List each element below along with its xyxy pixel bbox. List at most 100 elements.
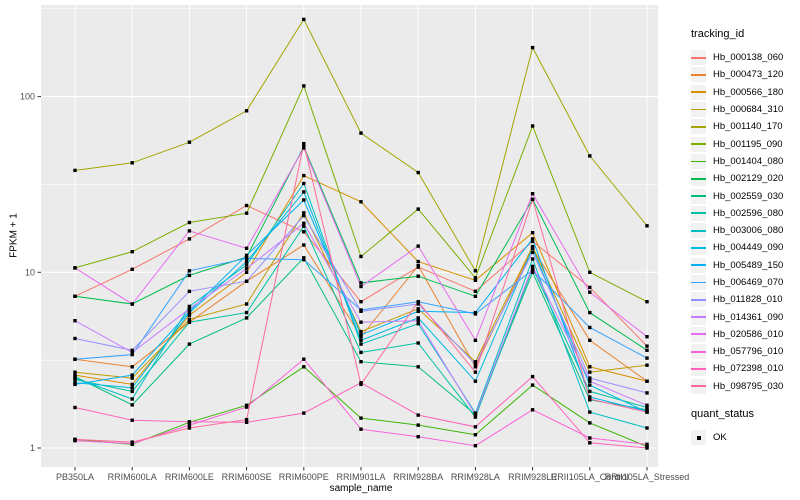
data-point	[588, 383, 592, 387]
data-point	[302, 17, 306, 22]
data-point	[130, 440, 134, 444]
legend-key-swatch	[691, 257, 706, 273]
data-point	[359, 427, 363, 431]
data-point	[359, 300, 363, 304]
data-point	[73, 319, 77, 323]
legend-entry: Hb_004449_090	[691, 239, 799, 256]
data-point	[416, 435, 420, 439]
data-point	[473, 444, 478, 448]
data-point	[530, 268, 535, 272]
data-point	[244, 417, 249, 422]
data-point	[530, 257, 535, 261]
data-point	[73, 266, 77, 270]
data-point	[73, 370, 77, 374]
data-point	[302, 256, 306, 260]
data-point	[244, 253, 249, 257]
legend-entry-label: Hb_002559_030	[713, 190, 784, 202]
data-point	[416, 307, 420, 311]
data-point	[302, 181, 306, 186]
legend-entry-label: Hb_000684_310	[713, 104, 784, 116]
legend-entry-label: Hb_004449_090	[713, 242, 784, 254]
legend-key-swatch	[691, 119, 706, 135]
data-point	[130, 389, 134, 394]
y-axis-tick-label: 100	[20, 92, 35, 102]
data-point	[359, 360, 363, 364]
data-point	[187, 237, 192, 241]
data-point	[645, 442, 649, 446]
data-point	[359, 200, 363, 204]
data-point	[302, 224, 306, 228]
data-point	[244, 310, 249, 315]
x-axis-title: sample_name	[329, 483, 393, 494]
legend-color-line	[691, 385, 706, 388]
legend-entry: Hb_006469_070	[691, 274, 799, 291]
data-point	[73, 357, 77, 361]
legend-entry-label: Hb_011828_010	[713, 294, 783, 306]
data-point	[645, 300, 649, 304]
data-point	[473, 370, 478, 374]
data-point	[588, 310, 592, 315]
data-point	[130, 365, 134, 369]
data-point	[244, 211, 249, 215]
data-point	[416, 319, 420, 323]
legend-entry-label: Hb_020586_010	[713, 328, 784, 340]
legend-entry: Hb_098795_030	[691, 378, 799, 395]
data-point	[244, 403, 249, 407]
data-point	[130, 373, 134, 377]
data-point	[244, 259, 249, 264]
data-point	[244, 405, 249, 409]
data-point	[302, 243, 306, 247]
data-point	[588, 436, 592, 440]
data-point	[187, 220, 192, 225]
data-point	[73, 437, 77, 442]
data-point	[359, 329, 363, 334]
data-point	[530, 383, 535, 387]
data-point	[187, 423, 192, 427]
data-point	[473, 415, 478, 419]
legend-entry-label: Hb_001404_080	[713, 155, 784, 167]
legend-entry-label: Hb_098795_030	[713, 380, 784, 392]
legend-entry-label: Hb_005489_150	[713, 259, 784, 271]
data-point	[416, 365, 420, 369]
data-point	[244, 270, 249, 274]
data-point	[73, 168, 77, 173]
data-point	[645, 363, 649, 367]
data-point	[73, 294, 77, 298]
legend-entry: Hb_000473_120	[691, 66, 799, 83]
data-point	[187, 229, 192, 233]
data-point	[416, 170, 420, 175]
data-point	[302, 357, 306, 361]
data-point	[473, 278, 478, 282]
data-point	[473, 312, 478, 316]
data-point	[73, 382, 77, 387]
legend-color-line	[691, 195, 706, 197]
data-point	[359, 335, 363, 339]
y-axis-tick-label: 10	[25, 267, 35, 277]
legend-color-line	[691, 143, 706, 146]
data-point	[302, 198, 306, 202]
data-point	[416, 207, 420, 211]
legend-title-quant-status: quant_status	[691, 407, 754, 420]
legend-color-line	[691, 333, 706, 336]
data-point	[359, 281, 363, 285]
data-point	[187, 342, 192, 346]
legend-entry: Hb_072398_010	[691, 360, 799, 377]
data-point	[530, 264, 535, 269]
data-point	[473, 412, 478, 417]
data-point	[416, 244, 420, 248]
data-point	[645, 344, 649, 348]
data-point	[187, 307, 192, 311]
data-point	[645, 224, 649, 228]
data-point	[645, 379, 649, 383]
data-point	[130, 161, 134, 165]
data-point	[530, 374, 535, 379]
data-point	[645, 410, 649, 414]
data-point	[530, 239, 535, 244]
legend-entry: Hb_005489_150	[691, 257, 799, 274]
data-point	[416, 264, 420, 268]
data-point	[530, 124, 535, 128]
legend-color-line	[691, 350, 706, 353]
legend-entry-label: Hb_003006_080	[713, 225, 784, 237]
data-point	[302, 221, 306, 225]
